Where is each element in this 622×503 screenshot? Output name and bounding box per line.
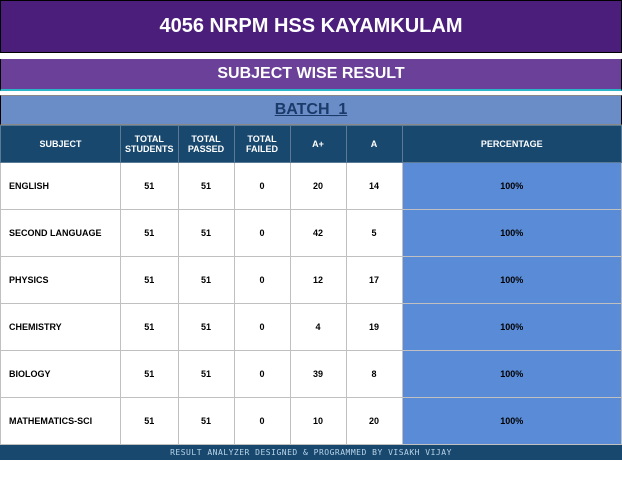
cell-percentage: 100% [402, 257, 621, 304]
cell-total-failed: 0 [234, 257, 290, 304]
cell-total-failed: 0 [234, 398, 290, 445]
cell-total-students: 51 [121, 351, 179, 398]
cell-total-students: 51 [121, 257, 179, 304]
table-row: BIOLOGY51510398100% [1, 351, 622, 398]
footer-credit: RESULT ANALYZER DESIGNED & PROGRAMMED BY… [0, 445, 622, 460]
cell-total-passed: 51 [178, 210, 234, 257]
cell-subject: BIOLOGY [1, 351, 121, 398]
cell-a-plus: 12 [290, 257, 346, 304]
cell-total-failed: 0 [234, 163, 290, 210]
table-row: CHEMISTRY51510419100% [1, 304, 622, 351]
col-percentage: PERCENTAGE [402, 126, 621, 163]
cell-subject: CHEMISTRY [1, 304, 121, 351]
table-row: SECOND LANGUAGE51510425100% [1, 210, 622, 257]
cell-percentage: 100% [402, 210, 621, 257]
table-row: ENGLISH515102014100% [1, 163, 622, 210]
cell-total-students: 51 [121, 304, 179, 351]
table-row: MATHEMATICS-SCI515101020100% [1, 398, 622, 445]
cell-percentage: 100% [402, 398, 621, 445]
cell-percentage: 100% [402, 163, 621, 210]
cell-a-plus: 10 [290, 398, 346, 445]
cell-a: 8 [346, 351, 402, 398]
cell-total-students: 51 [121, 210, 179, 257]
cell-subject: PHYSICS [1, 257, 121, 304]
cell-total-students: 51 [121, 398, 179, 445]
cell-total-failed: 0 [234, 210, 290, 257]
cell-subject: ENGLISH [1, 163, 121, 210]
cell-percentage: 100% [402, 351, 621, 398]
cell-a: 5 [346, 210, 402, 257]
cell-total-passed: 51 [178, 351, 234, 398]
table-row: PHYSICS515101217100% [1, 257, 622, 304]
cell-total-failed: 0 [234, 351, 290, 398]
cell-a-plus: 20 [290, 163, 346, 210]
cell-subject: MATHEMATICS-SCI [1, 398, 121, 445]
col-a: A [346, 126, 402, 163]
cell-a: 14 [346, 163, 402, 210]
cell-a: 17 [346, 257, 402, 304]
col-subject: SUBJECT [1, 126, 121, 163]
cell-total-passed: 51 [178, 163, 234, 210]
result-table: SUBJECT TOTAL STUDENTS TOTAL PASSED TOTA… [0, 125, 622, 445]
col-a-plus: A+ [290, 126, 346, 163]
table-header-row: SUBJECT TOTAL STUDENTS TOTAL PASSED TOTA… [1, 126, 622, 163]
batch-label: BATCH_1 [0, 95, 622, 125]
cell-total-passed: 51 [178, 398, 234, 445]
cell-total-passed: 51 [178, 257, 234, 304]
cell-percentage: 100% [402, 304, 621, 351]
cell-a-plus: 42 [290, 210, 346, 257]
cell-a-plus: 39 [290, 351, 346, 398]
cell-a: 19 [346, 304, 402, 351]
col-total-failed: TOTAL FAILED [234, 126, 290, 163]
cell-a: 20 [346, 398, 402, 445]
cell-a-plus: 4 [290, 304, 346, 351]
subtitle: SUBJECT WISE RESULT [0, 59, 622, 91]
col-total-passed: TOTAL PASSED [178, 126, 234, 163]
cell-total-students: 51 [121, 163, 179, 210]
cell-total-passed: 51 [178, 304, 234, 351]
cell-subject: SECOND LANGUAGE [1, 210, 121, 257]
page-title: 4056 NRPM HSS KAYAMKULAM [0, 0, 622, 53]
col-total-students: TOTAL STUDENTS [121, 126, 179, 163]
cell-total-failed: 0 [234, 304, 290, 351]
